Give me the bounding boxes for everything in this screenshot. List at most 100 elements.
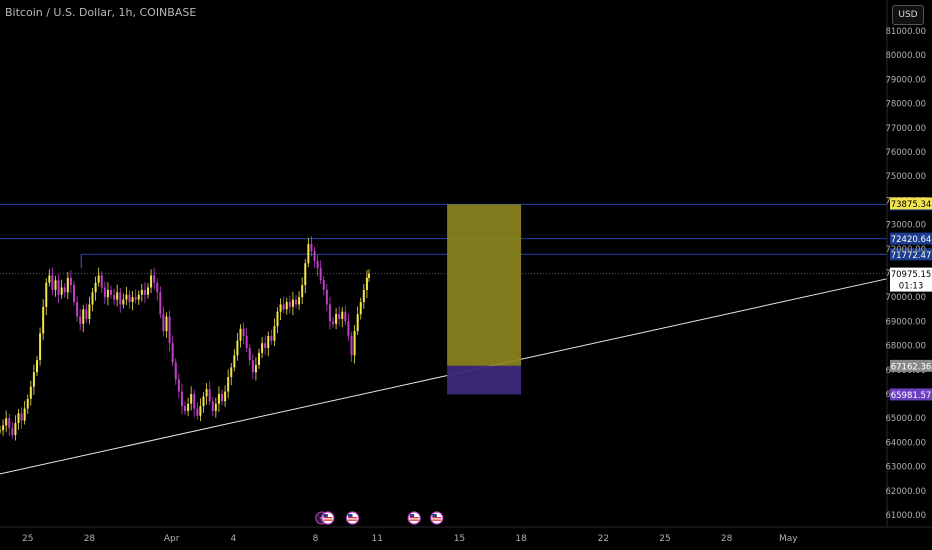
candle-body (177, 379, 180, 392)
price-tag-bg (890, 388, 932, 401)
price-tag: 73875.34 (891, 200, 932, 210)
candle-body (36, 360, 39, 373)
candle-body (298, 297, 301, 305)
symbol-title: Bitcoin / U.S. Dollar, 1h, COINBASE (5, 6, 197, 19)
us-flag-icon (407, 511, 421, 525)
candle-body (325, 289, 328, 305)
y-tick-label: 80000.00 (885, 51, 926, 61)
candle-body (131, 297, 134, 303)
candle-body (254, 364, 257, 373)
candle-body (116, 292, 119, 300)
y-tick-label: 73000.00 (885, 221, 926, 231)
candle-body (211, 401, 214, 411)
candle-body (51, 275, 54, 290)
candle-body (319, 268, 322, 281)
candle-body (187, 403, 190, 411)
candle-body (365, 277, 368, 290)
candle-body (322, 280, 325, 290)
candle-body (57, 280, 60, 295)
y-tick-label: 68000.00 (885, 342, 926, 352)
candle-body (356, 314, 359, 332)
candle-body (94, 282, 97, 293)
candle-body (242, 328, 245, 336)
candle-body (304, 263, 307, 286)
candle-body (285, 302, 288, 310)
x-tick-label: May (779, 534, 798, 544)
y-tick-label: 64000.00 (885, 438, 926, 448)
candle-body (270, 335, 273, 341)
candle-body (221, 394, 224, 402)
candle-body (153, 275, 156, 283)
candle-body (128, 294, 131, 303)
candle-body (264, 343, 267, 349)
candle-body (45, 282, 48, 307)
candle-body (82, 309, 85, 324)
price-tag-bg (890, 197, 932, 210)
candle-body (110, 289, 113, 295)
x-tick-label: 8 (313, 534, 319, 544)
us-flag-stripe (432, 517, 442, 519)
x-tick-label: 28 (721, 534, 733, 544)
currency-button[interactable]: USD (892, 5, 924, 25)
event-icons-layer (315, 511, 444, 525)
candles-layer (0, 236, 370, 441)
candle-body (248, 348, 251, 361)
candle-body (180, 391, 183, 407)
candle-body (165, 316, 168, 332)
candle-body (236, 340, 239, 356)
candle-body (159, 292, 162, 315)
candle-body (184, 406, 187, 411)
trendline-layer (0, 278, 888, 475)
x-tick-label: 11 (371, 534, 382, 544)
long-position-tool[interactable] (447, 204, 522, 395)
candle-body (0, 430, 1, 432)
trendline (0, 278, 888, 475)
candle-body (171, 343, 174, 363)
us-flag-stripe (432, 519, 442, 521)
x-tick-label: 4 (230, 534, 236, 544)
candle-body (125, 294, 128, 300)
candle-body (279, 304, 282, 312)
y-tick-label: 79000.00 (885, 75, 926, 85)
hline-price-tag-bg (890, 248, 932, 261)
candle-body (140, 289, 143, 295)
candle-body (307, 243, 310, 264)
candle-body (344, 311, 347, 322)
candle-body (11, 427, 14, 436)
candle-body (291, 299, 294, 307)
candle-body (295, 299, 298, 305)
candle-body (193, 394, 196, 409)
candle-body (273, 326, 276, 341)
candle-body (113, 294, 116, 300)
candle-body (362, 289, 365, 303)
price-tag: 70975.15 (891, 270, 932, 280)
candle-body (32, 372, 35, 387)
y-tick-label: 75000.00 (885, 172, 926, 182)
candle-body (63, 287, 66, 293)
candle-body (5, 418, 8, 426)
x-tick-label: 25 (22, 534, 33, 544)
candle-body (97, 275, 100, 283)
candle-body (316, 260, 319, 269)
candle-body (39, 333, 42, 361)
candle-body (267, 335, 270, 349)
candle-body (245, 335, 248, 349)
candle-body (196, 408, 199, 416)
candle-body (338, 314, 341, 319)
candle-body (341, 311, 344, 319)
price-tags-layer: 73875.34 70975.15 01:13 67162.36 65981.57 (890, 197, 932, 401)
candle-body (276, 311, 279, 327)
price-tag: 65981.57 (891, 391, 932, 401)
candle-body (26, 398, 29, 409)
candle-body (353, 331, 356, 356)
hline-price-tag: 71772.47 (891, 251, 932, 261)
price-axis[interactable]: 61000.00 62000.00 63000.00 64000.00 65000.00… (885, 0, 926, 527)
candle-body (42, 306, 45, 334)
candle-body (224, 391, 227, 402)
candle-body (2, 425, 5, 431)
candle-body (103, 287, 106, 298)
y-tick-label: 62000.00 (885, 487, 926, 497)
time-axis[interactable]: 25 28 Apr 4 8 11 15 18 22 25 28 May (0, 526, 932, 544)
candle-body (69, 277, 72, 286)
